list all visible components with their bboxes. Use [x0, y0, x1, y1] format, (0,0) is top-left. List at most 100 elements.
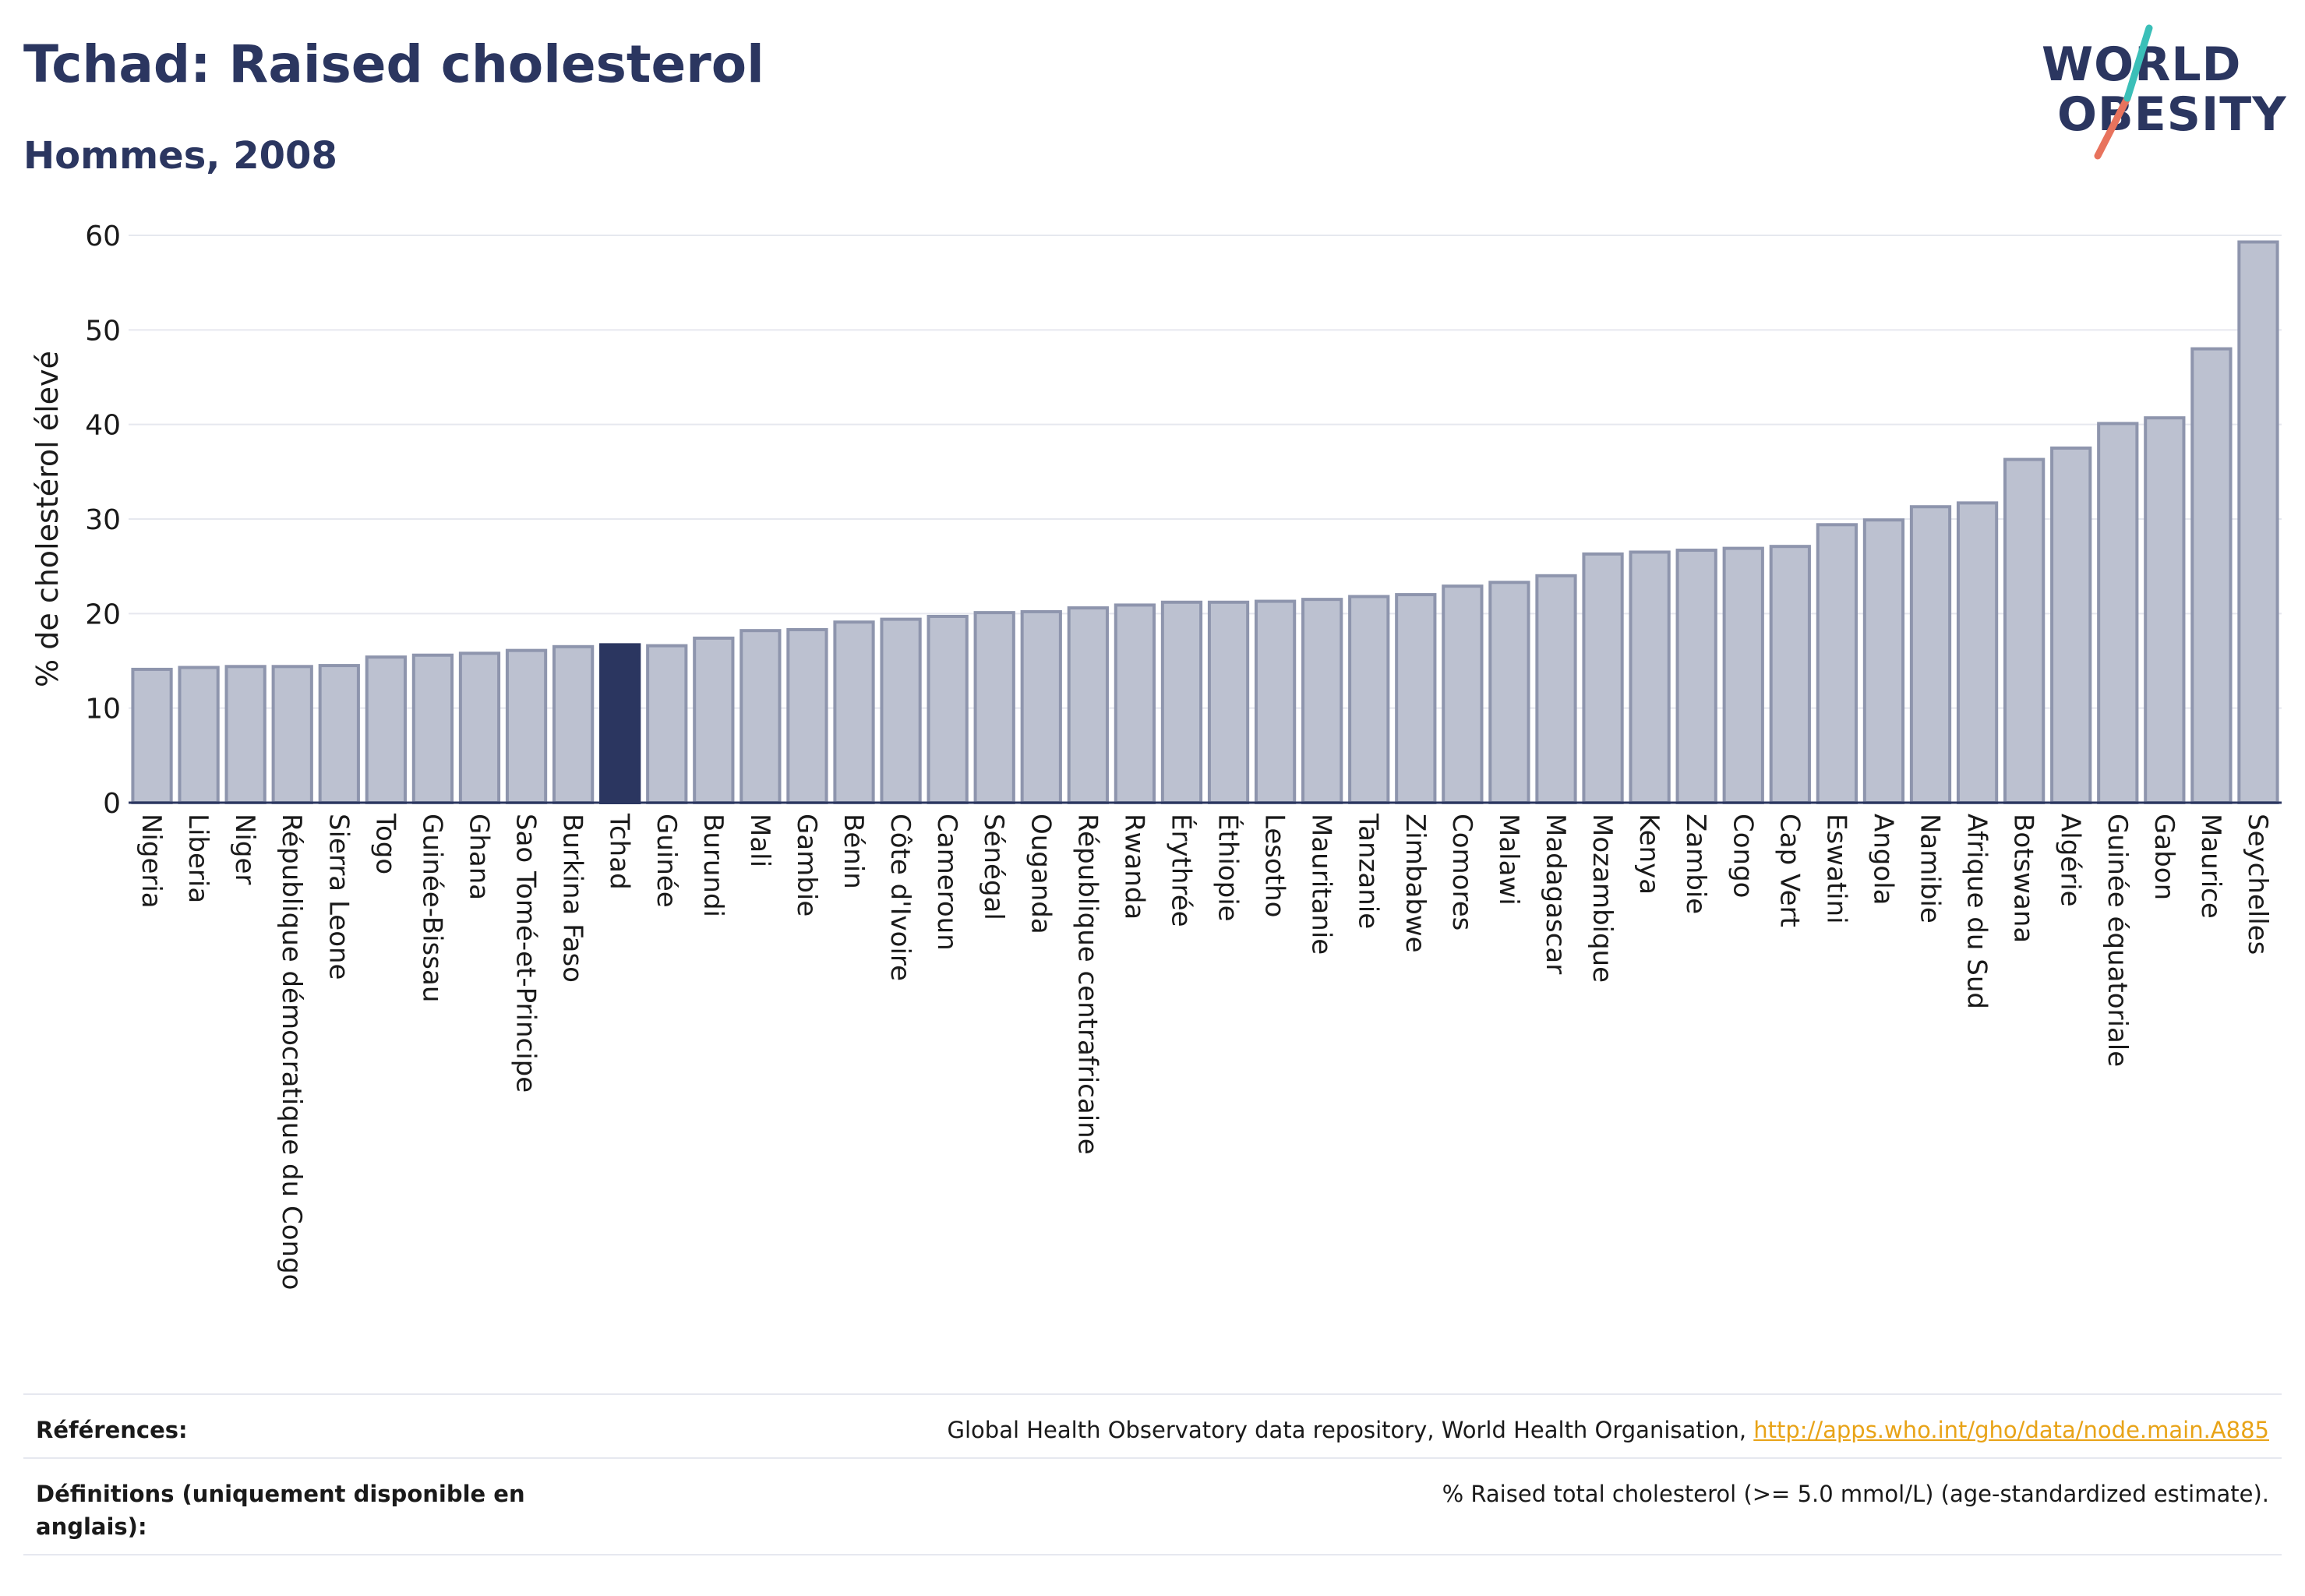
bar: [178, 666, 220, 805]
bar: [1207, 600, 1250, 804]
x-tick-label: Bénin: [838, 814, 869, 889]
footer-divider-middle: [23, 1457, 2282, 1459]
references-label: Références:: [36, 1417, 188, 1443]
x-tick-label: Ouganda: [1025, 814, 1056, 934]
x-tick-label: Gambie: [791, 814, 822, 916]
x-tick-label: Guinée-Bissau: [416, 814, 447, 1002]
x-tick-label: Zimbabwe: [1400, 814, 1431, 953]
x-tick-label: Eswatini: [1820, 814, 1851, 924]
x-tick-label: Tanzanie: [1353, 813, 1384, 929]
x-tick-label: Malawi: [1493, 814, 1524, 906]
bar: [552, 644, 595, 804]
y-tick-label: 10: [85, 694, 121, 726]
x-tick-label: République démocratique du Congo: [276, 814, 307, 1290]
bar: [458, 651, 501, 804]
y-tick-label: 0: [103, 788, 121, 820]
x-tick-label: Comores: [1446, 814, 1477, 930]
bar: [1535, 574, 1577, 804]
x-tick-label: Burkina Faso: [557, 814, 588, 983]
x-tick-label: Madagascar: [1540, 814, 1571, 974]
bar: [2190, 347, 2233, 805]
bar: [646, 644, 688, 804]
x-tick-label: Lesotho: [1259, 814, 1290, 917]
x-tick-label: Angola: [1867, 814, 1898, 905]
x-tick-label: Cap Vert: [1774, 814, 1805, 927]
bar: [833, 620, 875, 805]
world-obesity-logo: WORLD OBESITY: [2026, 23, 2291, 164]
bar: [740, 629, 782, 804]
bar: [365, 655, 407, 804]
bar: [2097, 422, 2139, 804]
y-tick-label: 50: [85, 315, 121, 347]
x-tick-label: Côte d'Ivoire: [884, 814, 916, 981]
bar: [2144, 416, 2186, 804]
bar: [1629, 550, 1671, 804]
x-tick-label: Gabon: [2148, 814, 2180, 900]
references-text: Global Health Observatory data repositor…: [947, 1417, 1747, 1443]
x-tick-label: Guinée équatoriale: [2102, 814, 2133, 1067]
definitions-label-line-1: Définitions (uniquement disponible en: [36, 1481, 525, 1507]
bar: [1675, 549, 1717, 804]
bar: [880, 617, 922, 805]
x-tick-label: Namibie: [1915, 814, 1946, 923]
definitions-label: Définitions (uniquement disponible en an…: [36, 1478, 525, 1543]
x-tick-label: Guinée: [651, 814, 682, 908]
x-tick-label: Zambie: [1680, 814, 1711, 914]
x-tick-label: Sénégal: [978, 814, 1009, 920]
bar: [1722, 546, 1764, 804]
x-tick-label: Liberia: [182, 814, 214, 903]
x-tick-label: Mozambique: [1587, 814, 1618, 983]
bar: [1769, 545, 1811, 804]
x-tick-label: Congo: [1727, 814, 1758, 898]
bar: [131, 667, 173, 804]
chart-subtitle: Hommes, 2008: [23, 134, 337, 178]
references-link[interactable]: http://apps.who.int/gho/data/node.main.A…: [1753, 1417, 2269, 1443]
bar: [927, 614, 969, 804]
x-tick-label: République centrafricaine: [1071, 814, 1103, 1155]
bar: [1816, 523, 1858, 805]
bar: [1160, 600, 1203, 804]
x-tick-label: Botswana: [2008, 814, 2039, 943]
bar: [1909, 505, 1952, 805]
bar: [2050, 447, 2092, 804]
bar: [1254, 599, 1297, 804]
y-axis-title: % de cholestérol élevé: [30, 351, 65, 687]
references-value: Global Health Observatory data repositor…: [948, 1417, 2269, 1443]
bar: [786, 627, 828, 805]
y-tick-label: 20: [85, 598, 121, 630]
x-tick-label: Algérie: [2055, 814, 2086, 907]
bar: [1348, 595, 1390, 804]
bar: [271, 665, 313, 805]
definitions-label-line-2: anglais):: [36, 1513, 147, 1540]
y-tick-label: 40: [85, 410, 121, 442]
bar: [973, 611, 1015, 804]
x-tick-label: Kenya: [1633, 814, 1664, 895]
bar: [1067, 606, 1109, 805]
x-tick-label: Niger: [229, 814, 260, 885]
chart-title: Tchad: Raised cholesterol: [23, 34, 764, 94]
bar: [1442, 584, 1484, 804]
bar: [693, 636, 735, 804]
bar: [1488, 581, 1530, 804]
bar: [411, 653, 454, 804]
footer-divider-bottom: [23, 1554, 2282, 1555]
logo-text-obesity: OBESITY: [2057, 87, 2287, 142]
bar: [1582, 552, 1624, 804]
x-tick-label: Éthiopie: [1213, 814, 1244, 922]
x-tick-label: Sao Tomé-et-Principe: [510, 814, 542, 1093]
bar: [505, 648, 548, 804]
x-tick-label: Sierra Leone: [323, 814, 354, 980]
x-tick-label: Ghana: [463, 814, 494, 900]
x-tick-label: Érythrée: [1165, 814, 1197, 927]
bar: [1301, 598, 1343, 805]
bar: [2237, 240, 2279, 804]
x-tick-label: Tchad: [604, 813, 635, 890]
x-tick-label: Mali: [744, 814, 775, 867]
bar-chart: 0 10 20 30 40 50 60 % de cholestérol élevé Niger…: [30, 221, 2282, 1290]
x-tick-label: Rwanda: [1118, 814, 1149, 920]
x-tick-label: Maurice: [2195, 814, 2226, 919]
y-tick-label: 30: [85, 504, 121, 536]
footer-divider-top: [23, 1393, 2282, 1395]
x-tick-label: Mauritanie: [1306, 814, 1337, 955]
bar: [1395, 593, 1437, 804]
